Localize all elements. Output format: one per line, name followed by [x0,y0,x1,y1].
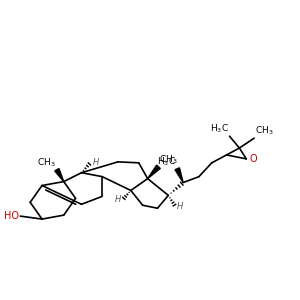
Text: H: H [92,158,99,167]
Text: HO: HO [4,211,19,221]
Text: H: H [115,195,121,204]
Text: H$_3$C: H$_3$C [210,123,229,135]
Polygon shape [175,168,183,183]
Polygon shape [148,165,160,178]
Text: O: O [249,154,257,164]
Polygon shape [55,169,64,182]
Text: CH$_3$: CH$_3$ [255,125,274,137]
Text: CH$_3$: CH$_3$ [160,153,178,166]
Text: H$_3$C: H$_3$C [157,155,176,168]
Text: H: H [177,202,184,211]
Text: CH$_3$: CH$_3$ [37,156,56,169]
